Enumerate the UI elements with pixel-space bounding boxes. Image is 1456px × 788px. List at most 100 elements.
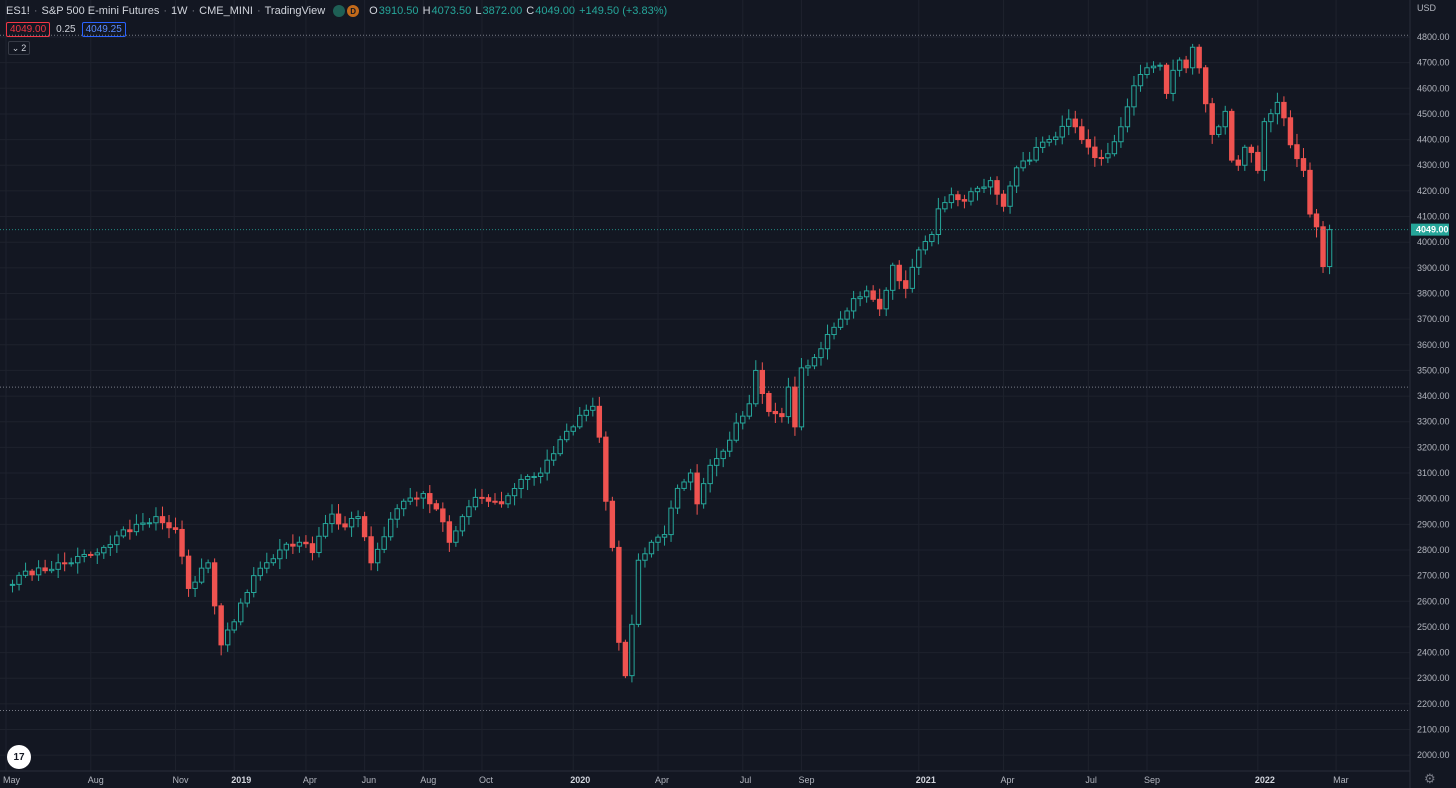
candle-body [472, 496, 479, 508]
candle-body [550, 453, 557, 461]
candle-body [1163, 64, 1170, 94]
candle-body [570, 426, 576, 432]
candle-body [9, 583, 16, 586]
buy-price-button[interactable]: 4049.25 [81, 22, 126, 37]
candle-body [1176, 59, 1183, 71]
candle-body [890, 264, 896, 291]
y-tick-label: 4400.00 [1417, 135, 1450, 145]
candle-body [120, 529, 127, 537]
candle-body [238, 602, 244, 623]
x-tick-label: Sep [798, 775, 814, 785]
y-tick-label: 2600.00 [1417, 596, 1450, 606]
candle-body [1222, 110, 1228, 128]
candle-body [192, 581, 198, 589]
y-tick-label: 4800.00 [1417, 32, 1450, 42]
candle-body [850, 298, 857, 312]
candle-body [707, 464, 713, 485]
candle-body [153, 516, 159, 524]
candle-body [35, 567, 42, 576]
candle-body [1026, 159, 1033, 162]
tradingview-logo-icon[interactable]: 17 [7, 745, 31, 769]
collapse-indicators-button[interactable]: ⌄ 2 [8, 41, 30, 55]
symbol-ticker[interactable]: ES1! [6, 5, 30, 17]
y-tick-label: 2000.00 [1417, 750, 1450, 760]
close-value: 4049.00 [535, 5, 576, 17]
last-price-label: 4049.00 [1416, 225, 1449, 235]
candle-body [296, 541, 303, 547]
x-tick-label: Jul [740, 775, 752, 785]
candle-body [1320, 226, 1326, 268]
candle-body [140, 522, 146, 525]
sell-price-button[interactable]: 4049.00 [6, 22, 51, 37]
candle-body [185, 555, 192, 589]
candle-body [88, 553, 94, 556]
candle-body [485, 497, 492, 502]
candle-body [616, 546, 622, 643]
candle-body [557, 439, 563, 455]
market-status-icon[interactable] [333, 5, 346, 17]
chevron-down-icon: ⌄ [11, 42, 20, 53]
x-tick-label: Oct [479, 775, 494, 785]
x-tick-label: 2021 [916, 775, 936, 785]
high-value: 4073.50 [431, 5, 472, 17]
candle-body [133, 523, 140, 533]
candle-body [1131, 85, 1137, 108]
candle-body [277, 549, 283, 560]
candle-body [414, 497, 420, 500]
candle-body [733, 422, 739, 441]
candle-body [837, 318, 844, 328]
candle-body [68, 562, 74, 565]
candle-body [524, 476, 531, 480]
source-label: TradingView [264, 5, 326, 17]
candle-body [1079, 126, 1085, 141]
candle-body [1020, 160, 1026, 169]
candle-body [505, 495, 511, 505]
candle-body [609, 500, 616, 548]
candle-body [94, 552, 100, 556]
candle-body [857, 296, 863, 300]
candle-body [564, 430, 570, 441]
y-tick-label: 3800.00 [1417, 288, 1450, 298]
candle-body [876, 298, 883, 310]
currency-label[interactable]: USD [1417, 3, 1437, 13]
candle-body [283, 543, 290, 551]
candle-body [531, 476, 537, 479]
candle-body [374, 548, 381, 564]
candle-body [674, 487, 681, 509]
y-tick-label: 2800.00 [1417, 545, 1450, 555]
candle-body [146, 522, 153, 525]
candle-body [1274, 101, 1281, 115]
candle-body [537, 472, 544, 478]
interval-label[interactable]: 1W [171, 5, 188, 17]
candle-body [205, 562, 211, 569]
candle-body [466, 506, 472, 518]
candle-body [883, 289, 889, 310]
candle-body [948, 194, 955, 204]
candle-body [935, 208, 942, 235]
y-tick-label: 4700.00 [1417, 58, 1450, 68]
x-tick-label: Aug [420, 775, 436, 785]
candle-body [1124, 106, 1131, 128]
spread-value: 0.25 [56, 24, 76, 35]
candle-body [661, 534, 668, 538]
candle-body [792, 386, 798, 428]
candle-body [590, 405, 596, 411]
candle-body [218, 605, 224, 646]
candle-body [1066, 118, 1072, 127]
candle-body [81, 553, 87, 558]
candle-body [518, 478, 524, 490]
candle-body [342, 523, 348, 528]
candle-body [166, 522, 172, 529]
ohlc-values: O3910.50 H4073.50 L3872.00 C4049.00 +149… [369, 5, 668, 17]
data-delayed-badge[interactable]: D [347, 5, 360, 17]
candle-body [309, 543, 316, 554]
candle-body [635, 559, 642, 625]
candle-body [114, 535, 120, 546]
candle-body [1170, 69, 1176, 94]
settings-gear-icon[interactable]: ⚙ [1424, 771, 1436, 786]
candle-body [179, 528, 185, 557]
candle-body [700, 483, 707, 505]
candle-body [172, 527, 179, 530]
candle-body [642, 553, 648, 561]
